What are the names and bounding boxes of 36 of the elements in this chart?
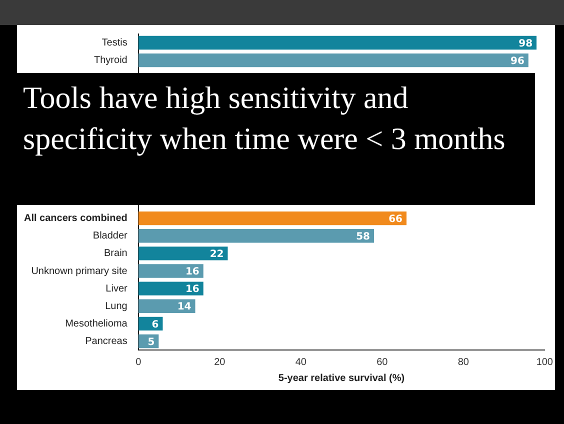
data-label: 14 [177,302,192,313]
data-label: 58 [356,231,370,242]
data-label: 66 [388,214,403,225]
data-label: 5 [148,336,155,348]
y-tick-label: All cancers combined [24,213,128,224]
x-tick-label: 80 [458,356,470,368]
bar [138,264,204,278]
y-tick-label: Bladder [92,230,128,242]
y-tick-label: Thyroid [94,55,128,66]
x-tick-label: 60 [376,356,388,368]
x-tick-label: 20 [214,356,226,368]
x-tick-label: 40 [295,356,307,368]
data-label: 6 [152,319,159,330]
data-label: 16 [185,284,200,296]
y-tick-label: Brain [104,248,128,260]
bar [138,53,528,68]
bar [138,299,196,313]
x-tick-label: 100 [536,356,554,368]
y-tick-label: Pancreas [85,336,128,347]
y-tick-label: Liver [106,283,128,294]
bar [138,211,407,226]
x-tick-label: 0 [136,356,142,368]
y-tick-label: Lung [105,300,128,312]
data-label: 16 [185,266,200,278]
y-tick-label: Unknown primary site [31,266,128,277]
bar [138,36,537,50]
bar [138,282,204,296]
y-tick-label: Testis [102,38,128,49]
data-label: 98 [518,38,533,50]
bar [138,229,374,243]
annotation: Tools have high sensitivity and specificity when time were < 3 months [23,79,506,158]
bar [138,246,228,260]
data-label: 96 [510,56,524,67]
y-tick-label: Mesothelioma [65,318,128,330]
x-axis-title: 5-year relative survival (%) [278,372,405,384]
data-label: 22 [210,249,224,260]
